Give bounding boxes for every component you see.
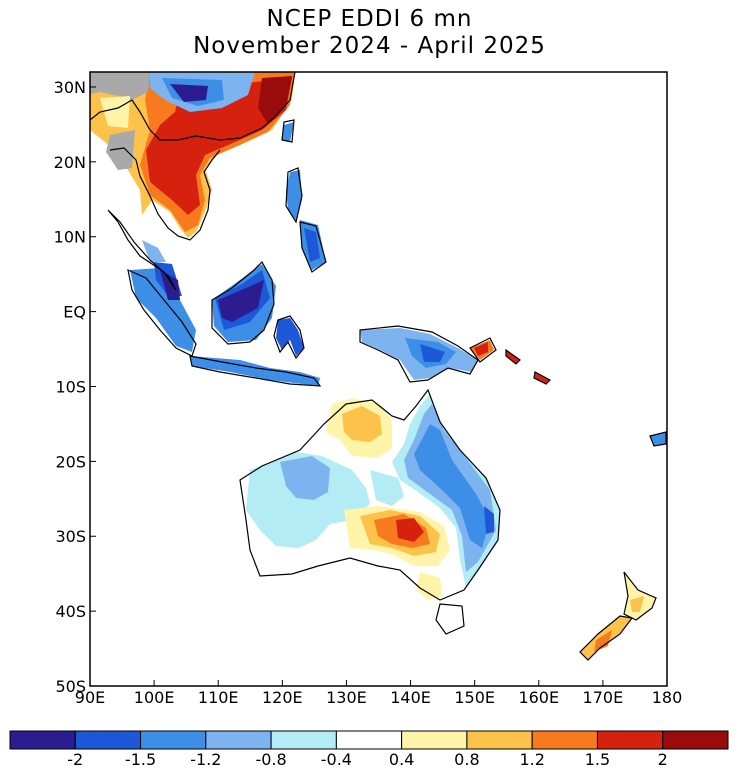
lat-tick-label: 30N bbox=[54, 78, 86, 97]
lat-tick-label: 20S bbox=[55, 452, 86, 471]
lon-tick-label: 170E bbox=[583, 688, 624, 707]
lat-tick-label: 40S bbox=[55, 602, 86, 621]
lon-tick-label: 100E bbox=[134, 688, 175, 707]
lon-tick-label: 110E bbox=[198, 688, 239, 707]
lon-tick-label: 90E bbox=[75, 688, 105, 707]
philippines-region bbox=[286, 170, 326, 270]
lon-tick-label: 160E bbox=[518, 688, 559, 707]
sulawesi-region bbox=[276, 318, 304, 356]
new-zealand-region bbox=[580, 432, 666, 660]
lat-tick-label: EQ bbox=[63, 303, 86, 322]
map-shading bbox=[90, 72, 666, 660]
lon-tick-label: 130E bbox=[326, 688, 367, 707]
southeast-asia-region bbox=[90, 72, 295, 238]
lat-tick-label: 30S bbox=[55, 527, 86, 546]
lon-tick-label: 180 bbox=[652, 688, 683, 707]
map-title: NCEP EDDI 6 mn bbox=[266, 6, 473, 32]
coastlines bbox=[90, 72, 667, 661]
latitude-axis: 30N 20N 10N EQ 10S 20S 30S 40S 50S bbox=[54, 78, 96, 696]
java-region bbox=[190, 356, 320, 386]
lat-tick-label: 10N bbox=[54, 228, 86, 247]
map-subtitle: November 2024 - April 2025 bbox=[193, 33, 546, 59]
lon-tick-label: 140E bbox=[390, 688, 431, 707]
sumatra-region bbox=[130, 240, 196, 352]
lat-tick-label: 10S bbox=[55, 377, 86, 396]
australia-region bbox=[240, 390, 500, 634]
borneo-region bbox=[212, 264, 276, 342]
map-frame bbox=[89, 71, 668, 687]
lon-tick-label: 120E bbox=[262, 688, 303, 707]
lon-tick-label: 150E bbox=[454, 688, 495, 707]
lat-tick-label: 50S bbox=[55, 677, 86, 696]
new-guinea-region bbox=[360, 328, 550, 384]
lat-tick-label: 20N bbox=[54, 153, 86, 172]
longitude-axis: 90E 100E 110E 120E 130E 140E 150E 160E 170E 180 bbox=[75, 680, 683, 707]
